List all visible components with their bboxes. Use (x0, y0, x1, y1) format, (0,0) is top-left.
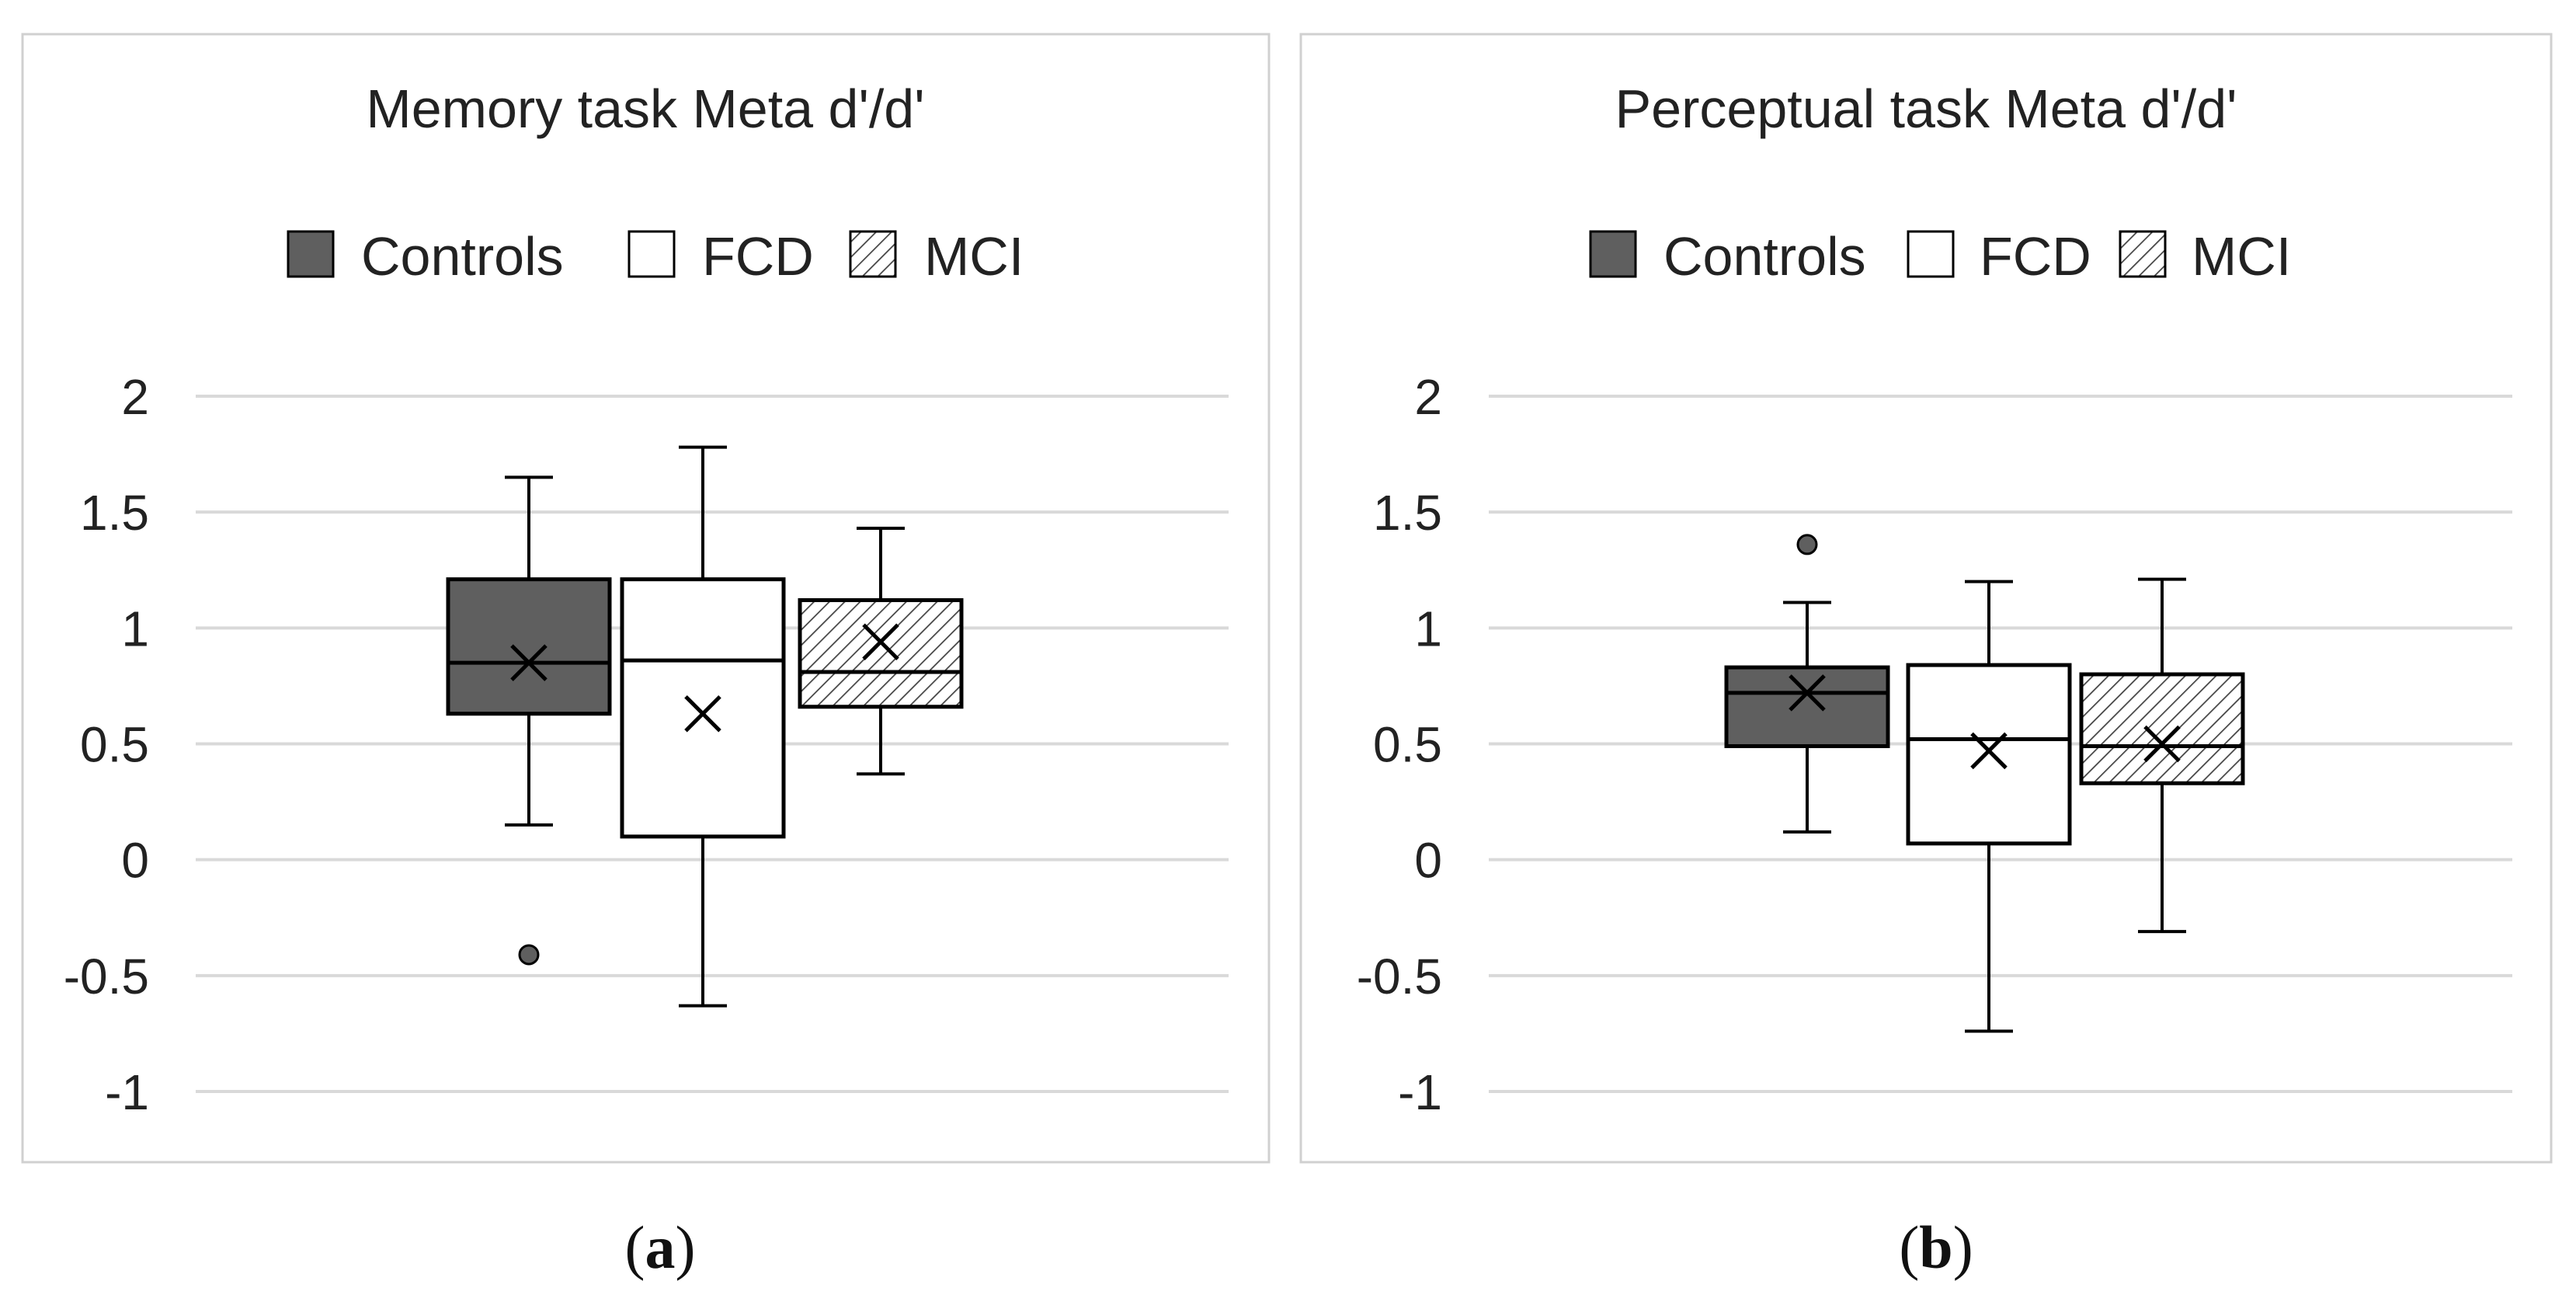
mean-marker (510, 644, 548, 681)
panel-label-b-close: ) (1953, 1213, 1973, 1281)
legend-a-controls-label: Controls (361, 226, 564, 287)
mean-marker (684, 695, 721, 733)
y-axis-a: -1 -0.5 0 0.5 1 1.5 2 (64, 369, 149, 1120)
panel-label-a-close: ) (676, 1213, 696, 1281)
panel-label-b-open: ( (1899, 1213, 1919, 1281)
grid-a (196, 395, 1229, 1093)
y-tick-label: 0.5 (80, 717, 149, 773)
y-tick-label: 1.5 (1373, 485, 1442, 541)
y-tick-label: -0.5 (64, 949, 149, 1004)
y-tick-label: 1.5 (80, 485, 149, 541)
chart-title-a: Memory task Meta d'/d' (366, 78, 924, 139)
legend-b: Controls FCD MCI (1589, 226, 2291, 287)
legend-a-mci-label: MCI (924, 226, 1024, 287)
y-tick-label: 1 (1414, 601, 1442, 656)
mean-marker (862, 623, 899, 661)
legend-a-controls-swatch (287, 230, 335, 278)
y-tick-label: 0 (121, 833, 149, 889)
mean-marker (1970, 732, 2008, 770)
legend-b-fcd-swatch (1907, 230, 1955, 278)
panel-label-a: (a) (625, 1213, 696, 1281)
legend-a: Controls FCD MCI (287, 226, 1024, 287)
y-tick-label: 2 (121, 369, 149, 425)
boxes-a (446, 445, 964, 1008)
legend-b-controls-label: Controls (1663, 226, 1866, 287)
iqr-box (1724, 665, 1890, 748)
legend-a-mci-swatch (849, 230, 897, 278)
mean-marker (1789, 674, 1826, 712)
iqr-box (798, 598, 964, 709)
chart-title-b: Perceptual task Meta d'/d' (1615, 78, 2237, 139)
legend-a-fcd-label: FCD (702, 226, 814, 287)
boxes-b (1724, 534, 2245, 1033)
box-fcd (620, 445, 786, 1008)
iqr-box (2079, 672, 2245, 785)
panel-label-a-letter: a (645, 1213, 676, 1281)
y-tick-label: 1 (121, 601, 149, 656)
y-axis-b: -1 -0.5 0 0.5 1 1.5 2 (1357, 369, 1442, 1120)
grid-b (1489, 395, 2512, 1093)
chart-panel-b: Perceptual task Meta d'/d' Controls FCD … (1299, 33, 2553, 1164)
legend-b-controls-swatch (1589, 230, 1637, 278)
y-tick-label: 2 (1414, 369, 1442, 425)
y-tick-label: -1 (1398, 1064, 1442, 1120)
mean-stroke-2 (1970, 732, 2008, 770)
legend-a-fcd-swatch (627, 230, 676, 278)
box-mci (2079, 577, 2245, 934)
box-fcd (1906, 580, 2072, 1033)
y-tick-label: -0.5 (1357, 949, 1442, 1004)
y-tick-label: 0 (1414, 833, 1442, 889)
mean-stroke-2 (1789, 674, 1826, 712)
iqr-box (1906, 663, 2072, 846)
iqr-box (446, 577, 612, 716)
panel-label-b: (b) (1899, 1213, 1973, 1281)
mean-stroke-2 (2143, 725, 2181, 763)
box-mci (798, 527, 964, 776)
mean-marker (2143, 725, 2181, 763)
chart-panel-a: Memory task Meta d'/d' Controls FCD MCI … (21, 33, 1271, 1164)
mean-stroke-2 (684, 695, 721, 733)
legend-b-mci-label: MCI (2192, 226, 2291, 287)
y-tick-label: -1 (105, 1064, 149, 1120)
panel-b-frame (1299, 33, 2553, 1164)
panel-label-a-open: ( (625, 1213, 645, 1281)
legend-b-mci-swatch (2119, 230, 2167, 278)
y-tick-label: 0.5 (1373, 717, 1442, 773)
mean-stroke-2 (862, 623, 899, 661)
outlier-point (518, 944, 540, 966)
box-controls (1724, 534, 1890, 834)
box-controls (446, 475, 612, 966)
mean-stroke-2 (510, 644, 548, 681)
iqr-box (620, 577, 786, 839)
outlier-point (1796, 534, 1818, 555)
legend-b-fcd-label: FCD (1980, 226, 2091, 287)
panel-label-b-letter: b (1919, 1213, 1952, 1281)
